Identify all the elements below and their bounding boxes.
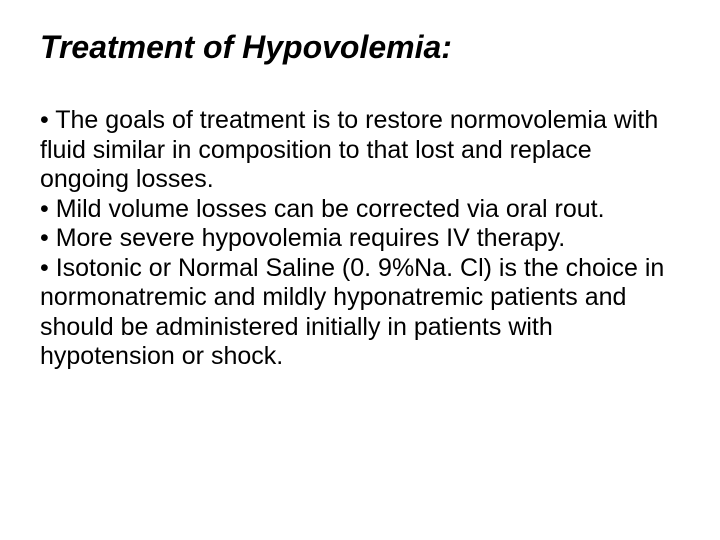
bullet-item: • Mild volume losses can be corrected vi… (40, 195, 680, 225)
slide-body: • The goals of treatment is to restore n… (40, 106, 680, 372)
slide-title: Treatment of Hypovolemia: (40, 28, 680, 66)
slide: Treatment of Hypovolemia: • The goals of… (0, 0, 720, 540)
bullet-item: • More severe hypovolemia requires IV th… (40, 224, 680, 254)
bullet-item: • Isotonic or Normal Saline (0. 9%Na. Cl… (40, 254, 680, 372)
bullet-item: • The goals of treatment is to restore n… (40, 106, 680, 195)
